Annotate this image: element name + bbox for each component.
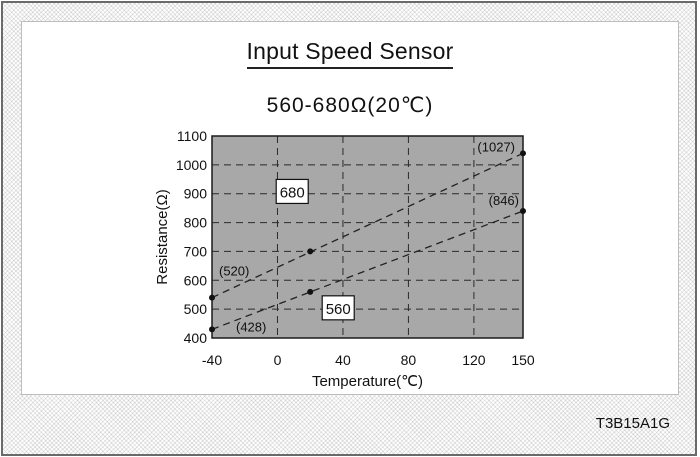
resistance-spec: 560-680Ω(20℃) bbox=[266, 94, 434, 117]
data-label: (428) bbox=[236, 319, 266, 334]
x-tick-label: 40 bbox=[335, 352, 351, 368]
series-line-upper bbox=[211, 152, 524, 299]
x-tick-label: 80 bbox=[401, 352, 417, 368]
data-point bbox=[520, 150, 526, 157]
data-point bbox=[209, 326, 215, 333]
y-axis-label: Resistance(Ω) bbox=[154, 189, 171, 284]
y-tick-label: 1000 bbox=[176, 157, 207, 173]
y-tick-label: 600 bbox=[184, 272, 208, 288]
y-tick-label: 1100 bbox=[177, 128, 207, 144]
data-point bbox=[307, 288, 314, 295]
x-tick-label: -40 bbox=[202, 352, 222, 368]
data-point bbox=[520, 208, 526, 215]
x-tick-label: 150 bbox=[511, 352, 535, 368]
x-tick-label: 0 bbox=[274, 352, 282, 368]
data-label: (1027) bbox=[477, 139, 515, 154]
data-label: (846) bbox=[489, 193, 519, 208]
plot-area bbox=[212, 136, 523, 338]
data-label-boxed: 560 bbox=[326, 301, 351, 318]
y-tick-label: 900 bbox=[184, 186, 208, 202]
data-label-boxed: 680 bbox=[280, 184, 305, 201]
y-tick-label: 700 bbox=[184, 243, 208, 259]
plot-border bbox=[211, 135, 524, 339]
value-box bbox=[321, 295, 355, 321]
y-tick-label: 400 bbox=[184, 330, 208, 346]
figure-code: T3B15A1G bbox=[595, 415, 670, 432]
page-title: Input Speed Sensor bbox=[0, 38, 700, 69]
page-title-text: Input Speed Sensor bbox=[246, 38, 454, 69]
data-point bbox=[307, 248, 314, 255]
y-tick-label: 500 bbox=[184, 301, 208, 317]
data-label: (520) bbox=[219, 264, 249, 279]
data-point bbox=[209, 294, 215, 301]
y-tick-label: 800 bbox=[184, 215, 208, 231]
series-line-lower bbox=[211, 210, 524, 330]
x-tick-label: 120 bbox=[462, 352, 486, 368]
x-axis-label: Temperature(℃) bbox=[312, 373, 423, 390]
value-box bbox=[275, 178, 309, 205]
